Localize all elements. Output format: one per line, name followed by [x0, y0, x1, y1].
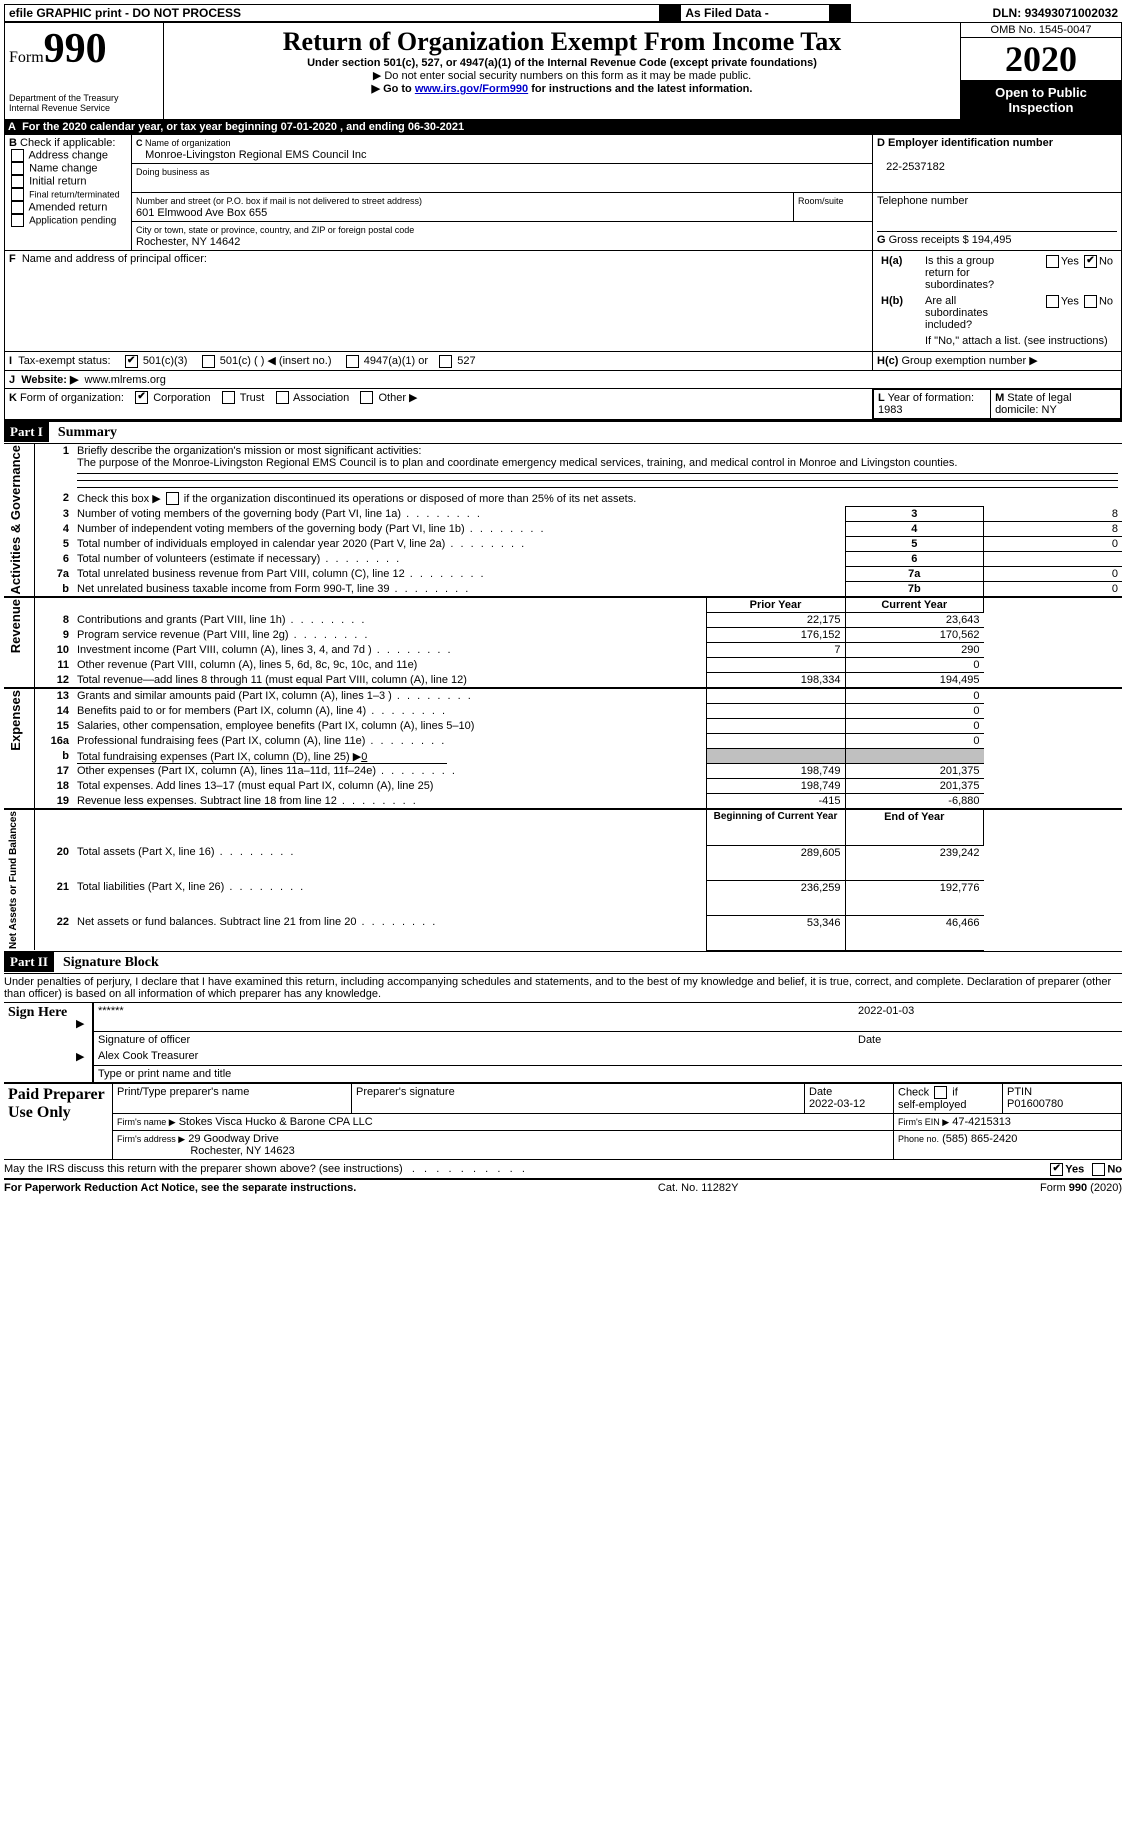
firm-name: Stokes Visca Hucko & Barone CPA LLC [179, 1116, 373, 1128]
sec-governance: Activities & Governance [8, 445, 23, 595]
open-inspection: Open to PublicInspection [961, 81, 1121, 119]
net-row: 21Total liabilities (Part X, line 26)236… [4, 880, 1122, 915]
exp-row: 18Total expenses. Add lines 13–17 (must … [4, 779, 1122, 794]
sec-revenue: Revenue [8, 599, 23, 653]
cb-name[interactable] [11, 162, 24, 175]
subtitle2: ▶ Do not enter social security numbers o… [168, 69, 956, 82]
form-header: Form990 Department of the Treasury Inter… [4, 22, 1122, 120]
dept: Department of the Treasury [9, 93, 159, 103]
b-label: Check if applicable: [20, 137, 115, 149]
phone-label: Telephone number [877, 195, 968, 207]
sec-netassets: Net Assets or Fund Balances [8, 811, 19, 949]
gov-row: bNet unrelated business taxable income f… [4, 582, 1122, 598]
org-name: Monroe-Livingston Regional EMS Council I… [145, 149, 366, 161]
sign-here: Sign Here [4, 1002, 72, 1048]
omb: OMB No. 1545-0047 [961, 23, 1121, 38]
exp-row: 16aProfessional fundraising fees (Part I… [4, 734, 1122, 749]
gov-row: 6Total number of volunteers (estimate if… [4, 552, 1122, 567]
gov-row: 7aTotal unrelated business revenue from … [4, 567, 1122, 582]
gov-row: 5Total number of individuals employed in… [4, 537, 1122, 552]
rev-row: 10Investment income (Part VIII, column (… [4, 643, 1122, 658]
signature-table: Sign Here ▶ ****** 2022-01-03 Signature … [4, 1002, 1122, 1082]
subtitle3: ▶ Go to www.irs.gov/Form990 for instruct… [168, 82, 956, 95]
form-label: Form990 [9, 25, 159, 73]
rev-row: 9Program service revenue (Part VIII, lin… [4, 628, 1122, 643]
part1-table: Activities & Governance 1 Briefly descri… [4, 443, 1122, 951]
entity-info: B Check if applicable: Address change Na… [4, 134, 1122, 420]
net-row: 22Net assets or fund balances. Subtract … [4, 915, 1122, 950]
gross-receipts: 194,495 [972, 234, 1012, 246]
tax-year: 2020 [1005, 39, 1077, 79]
exp-row: 15Salaries, other compensation, employee… [4, 719, 1122, 734]
cb-pending[interactable] [11, 214, 24, 227]
officer-name: Alex Cook Treasurer [98, 1050, 198, 1062]
cb-amended[interactable] [11, 201, 24, 214]
rev-row: 12Total revenue—add lines 8 through 11 (… [4, 673, 1122, 689]
top-banner: efile GRAPHIC print - DO NOT PROCESS As … [4, 4, 1122, 22]
rev-row: 11Other revenue (Part VIII, column (A), … [4, 658, 1122, 673]
exp-row: 14Benefits paid to or for members (Part … [4, 704, 1122, 719]
part2-header: Part II Signature Block [4, 952, 1122, 973]
officer-label: Name and address of principal officer: [22, 253, 207, 265]
perjury-declaration: Under penalties of perjury, I declare th… [4, 973, 1122, 1002]
paid-preparer: Paid Preparer Use Only [4, 1083, 113, 1160]
city: Rochester, NY 14642 [136, 236, 240, 248]
exp-row: bTotal fundraising expenses (Part IX, co… [4, 749, 1122, 764]
line-a: A For the 2020 calendar year, or tax yea… [4, 120, 1122, 134]
cb-address[interactable] [11, 149, 24, 162]
dln: DLN: 93493071002032 [874, 5, 1122, 22]
mission: The purpose of the Monroe-Livingston Reg… [77, 457, 957, 469]
irs-link[interactable]: www.irs.gov/Form990 [415, 83, 528, 95]
ein: 22-2537182 [886, 161, 945, 173]
irs: Internal Revenue Service [9, 103, 159, 113]
part1-header: Part I Summary [4, 422, 1122, 443]
footer: For Paperwork Reduction Act Notice, see … [4, 1178, 1122, 1194]
address: 601 Elmwood Ave Box 655 [136, 207, 267, 219]
sep [830, 5, 851, 22]
gov-row: 4Number of independent voting members of… [4, 522, 1122, 537]
website: www.mlrems.org [85, 374, 166, 386]
exp-row: 17Other expenses (Part IX, column (A), l… [4, 764, 1122, 779]
asfiled-label: As Filed Data - [681, 5, 830, 22]
efile-label: efile GRAPHIC print - DO NOT PROCESS [5, 5, 660, 22]
cb-initial[interactable] [11, 175, 24, 188]
gov-row: 3Number of voting members of the governi… [4, 507, 1122, 522]
net-row: 20Total assets (Part X, line 16)289,6052… [4, 845, 1122, 880]
cb-final[interactable] [11, 188, 24, 201]
exp-row: 19Revenue less expenses. Subtract line 1… [4, 794, 1122, 810]
form-title: Return of Organization Exempt From Incom… [168, 27, 956, 57]
preparer-table: Paid Preparer Use Only Print/Type prepar… [4, 1082, 1122, 1160]
sec-expenses: Expenses [8, 690, 23, 751]
subtitle1: Under section 501(c), 527, or 4947(a)(1)… [168, 57, 956, 69]
rev-row: 8Contributions and grants (Part VIII, li… [4, 613, 1122, 628]
discuss-row: May the IRS discuss this return with the… [4, 1160, 1122, 1178]
sep [660, 5, 681, 22]
